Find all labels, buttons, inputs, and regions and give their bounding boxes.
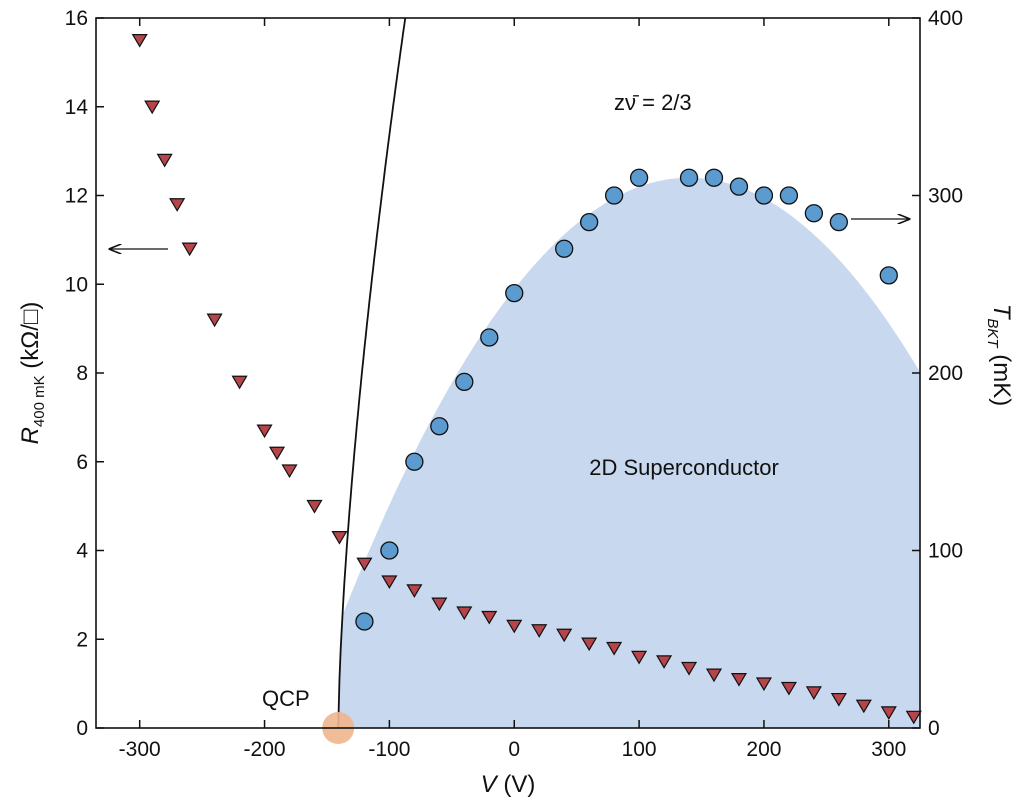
tbkt-point xyxy=(405,452,424,471)
tbkt-point xyxy=(829,212,848,232)
resistance-point xyxy=(755,677,772,692)
tbkt-point xyxy=(804,204,824,223)
resistance-point xyxy=(730,672,748,687)
resistance-point xyxy=(131,33,148,48)
resistance-point xyxy=(431,597,448,612)
resistance-point xyxy=(656,655,673,669)
resistance-point xyxy=(556,628,573,643)
tbkt-point xyxy=(380,541,399,560)
tbkt-point xyxy=(505,283,524,303)
qcp-label: QCP xyxy=(262,686,310,711)
resistance-point xyxy=(206,313,223,328)
tbkt-point xyxy=(580,212,599,232)
resistance-point xyxy=(855,699,872,714)
x-tick-label: -100 xyxy=(368,738,410,761)
tbkt-point xyxy=(754,186,774,205)
resistance-point xyxy=(880,706,897,720)
tbkt-point xyxy=(704,168,724,187)
resistance-point xyxy=(680,661,698,676)
x-tick-label: 0 xyxy=(508,738,520,761)
tbkt-point xyxy=(879,266,898,285)
y-left-tick-label: 6 xyxy=(76,451,88,474)
resistance-point xyxy=(805,686,822,700)
resistance-point xyxy=(905,710,922,725)
resistance-point xyxy=(780,681,797,696)
resistance-point xyxy=(356,557,373,572)
resistance-point xyxy=(631,650,648,665)
x-axis-ticks: -300 -200 -100 0 100 200 300 xyxy=(119,18,906,761)
resistance-point xyxy=(306,499,323,514)
x-tick-label: 200 xyxy=(746,738,781,761)
y-left-tick-label: 4 xyxy=(76,540,88,563)
resistance-point xyxy=(481,610,498,625)
resistance-point xyxy=(331,530,348,545)
y-right-tick-label: 200 xyxy=(928,362,963,385)
y-left-axis-label: R400 mK (kΩ/□) xyxy=(17,302,48,445)
superconductor-region xyxy=(338,177,920,728)
resistance-point xyxy=(281,464,298,479)
tbkt-point xyxy=(430,417,449,436)
resistance-point xyxy=(156,153,173,168)
fit-curve-label: zν̄ = 2/3 xyxy=(614,90,692,115)
tbkt-series xyxy=(355,168,898,631)
resistance-point xyxy=(705,668,723,683)
resistance-point xyxy=(531,624,548,638)
x-tick-label: 100 xyxy=(622,738,657,761)
resistance-point xyxy=(456,606,473,621)
tbkt-point xyxy=(480,328,499,347)
y-left-tick-label: 8 xyxy=(76,362,88,385)
resistance-point xyxy=(268,446,286,461)
resistance-point xyxy=(830,692,847,707)
region-label: 2D Superconductor xyxy=(589,455,779,480)
y-right-tick-label: 400 xyxy=(928,7,963,30)
y-left-tick-label: 16 xyxy=(65,7,88,30)
resistance-point xyxy=(144,100,161,115)
tbkt-point xyxy=(555,239,574,258)
resistance-point xyxy=(256,424,273,439)
resistance-point xyxy=(581,637,598,652)
y-left-tick-label: 0 xyxy=(76,717,88,740)
resistance-point xyxy=(181,242,198,257)
resistance-series xyxy=(131,33,922,725)
y-right-tick-label: 300 xyxy=(928,185,963,208)
tbkt-point xyxy=(779,186,799,205)
y-right-axis-label: TBKT (mK) xyxy=(984,304,1015,407)
tbkt-point xyxy=(604,186,624,205)
y-right-tick-label: 0 xyxy=(928,717,940,740)
y-left-tick-label: 12 xyxy=(65,185,88,208)
resistance-point xyxy=(231,375,248,390)
y-left-tick-label: 2 xyxy=(76,628,88,651)
tbkt-point xyxy=(455,372,474,392)
y-left-tick-label: 10 xyxy=(65,273,88,296)
tbkt-point xyxy=(355,612,374,631)
x-tick-label: -300 xyxy=(119,738,161,761)
y-right-axis-ticks: 0 100 200 300 400 xyxy=(912,7,963,740)
tbkt-point xyxy=(729,177,749,196)
resistance-point xyxy=(506,619,523,634)
tbkt-point xyxy=(679,168,699,187)
resistance-point xyxy=(606,641,623,656)
resistance-point xyxy=(169,198,186,212)
y-left-tick-label: 14 xyxy=(65,96,89,119)
x-tick-label: -200 xyxy=(244,738,286,761)
resistance-point xyxy=(406,584,423,598)
y-right-tick-label: 100 xyxy=(928,540,963,563)
x-tick-label: 300 xyxy=(871,738,906,761)
resistance-point xyxy=(381,575,398,590)
x-axis-label: V (V) xyxy=(481,771,536,798)
y-left-axis-ticks: 0 2 4 6 8 10 12 14 16 xyxy=(65,7,104,740)
tbkt-point xyxy=(629,168,649,187)
